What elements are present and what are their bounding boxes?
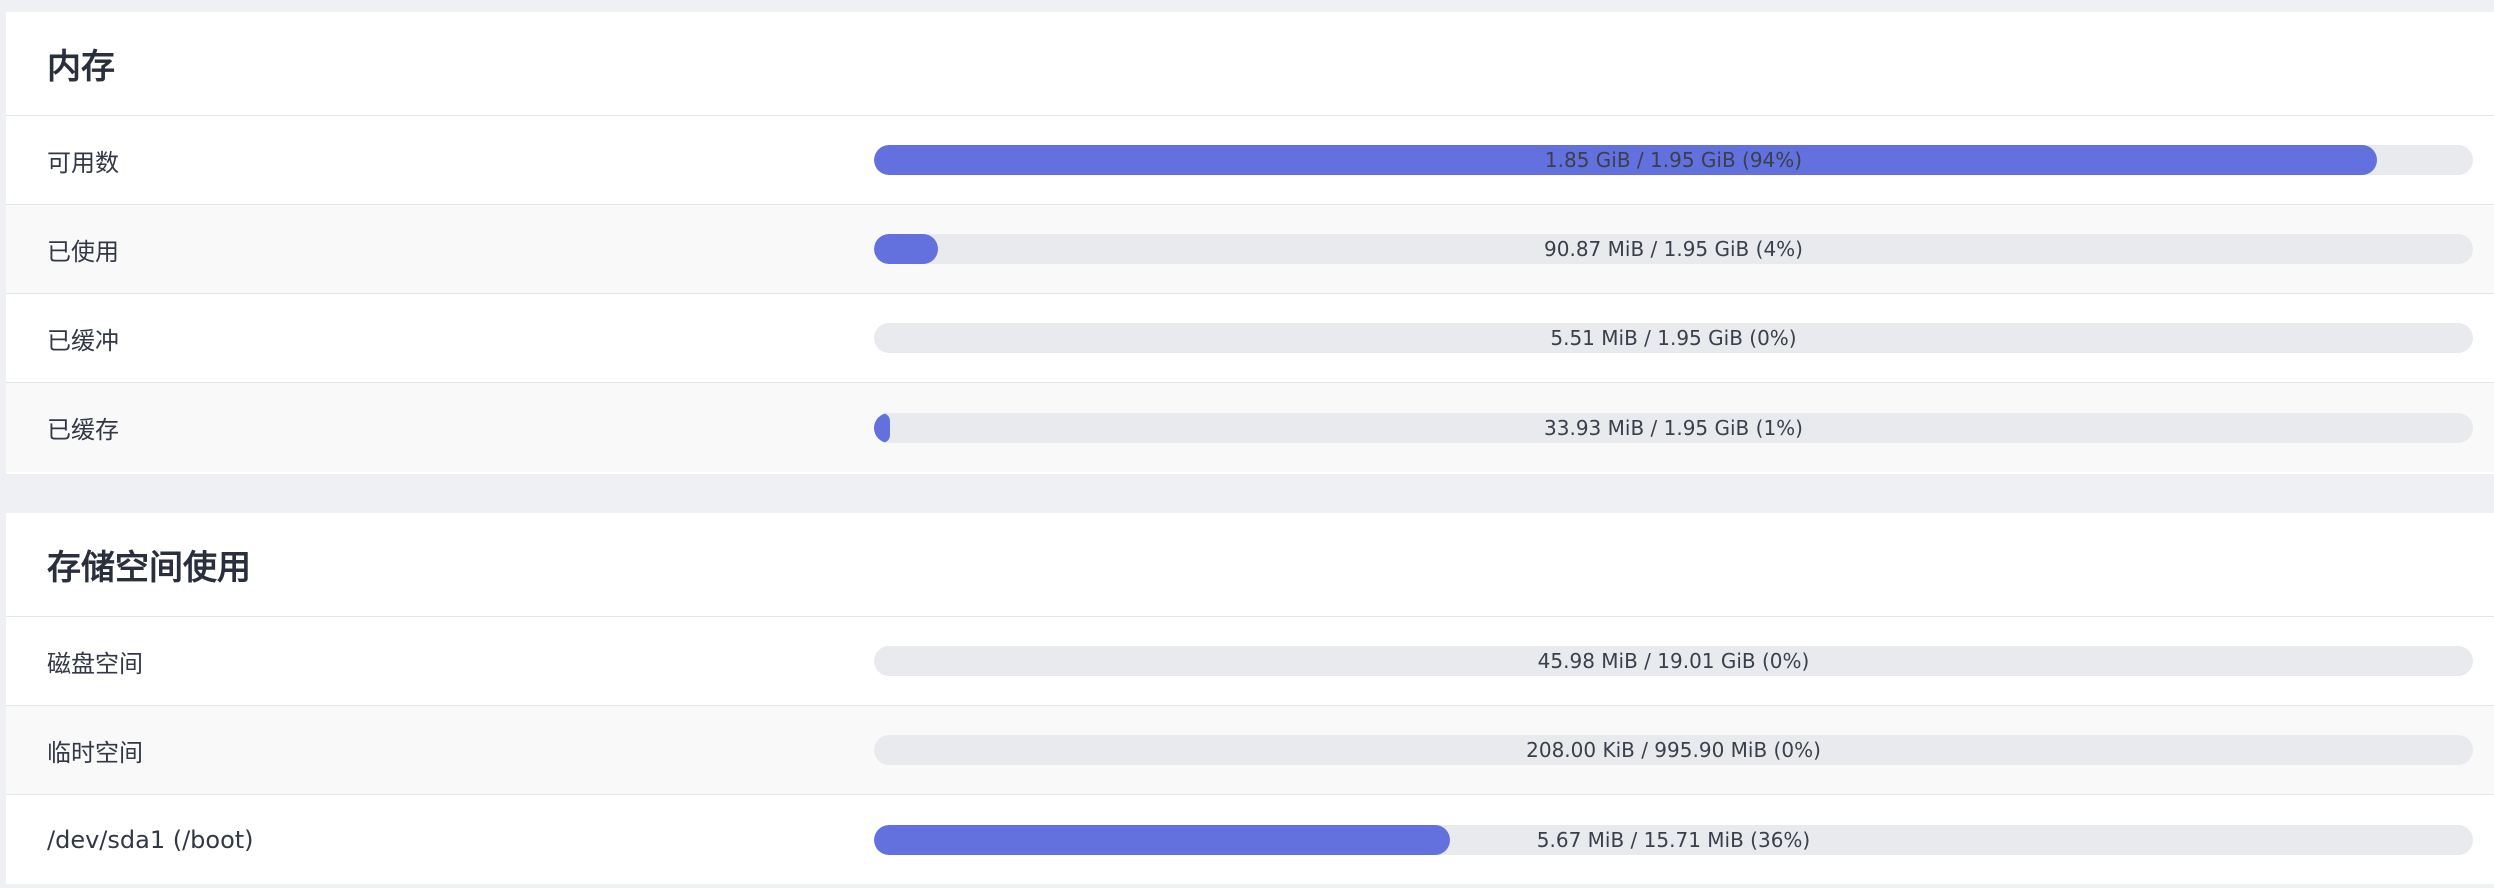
row-label: 已缓冲	[47, 326, 119, 355]
row-label: 已使用	[47, 237, 119, 266]
progress-bar: 1.85 GiB / 1.95 GiB (94%)	[874, 145, 2473, 175]
progress-bar-text: 5.51 MiB / 1.95 GiB (0%)	[1550, 326, 1797, 350]
row-label: 临时空间	[47, 738, 143, 767]
progress-bar-fill	[874, 824, 1450, 855]
progress-bar-fill	[874, 412, 890, 443]
progress-bar: 5.67 MiB / 15.71 MiB (36%)	[874, 824, 2473, 855]
progress-bar-text: 5.67 MiB / 15.71 MiB (36%)	[1536, 827, 1811, 852]
storage-title: 存储空间使用	[6, 513, 2494, 617]
progress-bar-text: 90.87 MiB / 1.95 GiB (4%)	[1544, 237, 1803, 261]
row-label: 可用数	[47, 148, 119, 177]
memory-row-cached: 已缓存 33.93 MiB / 1.95 GiB (1%)	[6, 383, 2494, 472]
progress-bar-fill	[874, 234, 938, 264]
progress-bar: 208.00 KiB / 995.90 MiB (0%)	[874, 735, 2473, 765]
row-label: 磁盘空间	[47, 649, 143, 678]
row-label: 已缓存	[47, 416, 119, 444]
storage-row-boot: /dev/sda1 (/boot) 5.67 MiB / 15.71 MiB (…	[6, 795, 2494, 884]
memory-row-buffered: 已缓冲 5.51 MiB / 1.95 GiB (0%)	[6, 294, 2494, 383]
memory-card: 内存 可用数 1.85 GiB / 1.95 GiB (94%) 已使用 90.…	[6, 12, 2494, 474]
progress-bar: 33.93 MiB / 1.95 GiB (1%)	[874, 412, 2473, 443]
progress-bar-fill	[874, 145, 2378, 175]
storage-card: 存储空间使用 磁盘空间 45.98 MiB / 19.01 GiB (0%) 临…	[6, 513, 2494, 884]
progress-bar: 45.98 MiB / 19.01 GiB (0%)	[874, 646, 2473, 676]
memory-row-available: 可用数 1.85 GiB / 1.95 GiB (94%)	[6, 116, 2494, 205]
progress-bar-text: 33.93 MiB / 1.95 GiB (1%)	[1544, 415, 1803, 440]
storage-row-disk: 磁盘空间 45.98 MiB / 19.01 GiB (0%)	[6, 617, 2494, 706]
memory-title: 内存	[6, 12, 2494, 116]
storage-row-temp: 临时空间 208.00 KiB / 995.90 MiB (0%)	[6, 706, 2494, 795]
progress-bar-text: 45.98 MiB / 19.01 GiB (0%)	[1537, 649, 1810, 673]
progress-bar: 90.87 MiB / 1.95 GiB (4%)	[874, 234, 2473, 264]
progress-bar: 5.51 MiB / 1.95 GiB (0%)	[874, 323, 2473, 353]
row-label: /dev/sda1 (/boot)	[47, 825, 254, 854]
memory-row-used: 已使用 90.87 MiB / 1.95 GiB (4%)	[6, 205, 2494, 294]
progress-bar-text: 208.00 KiB / 995.90 MiB (0%)	[1526, 738, 1821, 762]
progress-bar-text: 1.85 GiB / 1.95 GiB (94%)	[1544, 148, 1803, 172]
